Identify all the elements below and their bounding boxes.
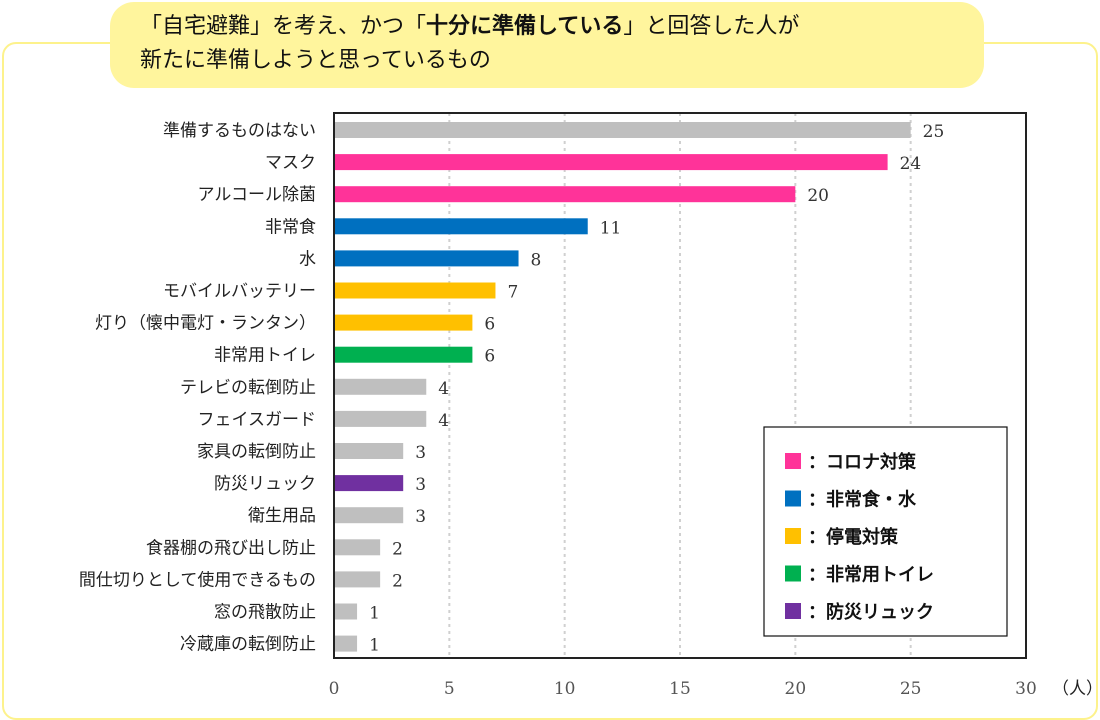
bar: [334, 250, 519, 267]
legend-swatch: [785, 565, 801, 582]
data-label: 8: [531, 250, 542, 270]
category-label: 非常用トイレ: [214, 346, 316, 366]
bar: [334, 571, 381, 588]
data-label: 24: [900, 154, 922, 174]
bar: [334, 539, 381, 556]
bar: [334, 410, 427, 427]
x-tick-label: 5: [444, 679, 455, 699]
category-label: 家具の転倒防止: [197, 442, 316, 462]
data-label: 7: [507, 283, 518, 303]
x-tick-label: 25: [900, 679, 922, 699]
x-tick-label: 30: [1015, 679, 1037, 699]
data-label: 20: [807, 186, 829, 206]
category-label: 冷蔵庫の転倒防止: [180, 635, 316, 655]
category-label: 灯り（懐中電灯・ランタン）: [95, 314, 316, 334]
category-label: マスク: [265, 153, 316, 173]
category-label: アルコール除菌: [198, 185, 317, 205]
title-line1-bold: 十分に準備している: [426, 14, 624, 39]
data-label: 1: [369, 604, 380, 624]
x-unit-label: （人）: [1052, 679, 1100, 699]
category-label: テレビの転倒防止: [180, 378, 316, 398]
x-tick-label: 10: [554, 679, 576, 699]
legend-swatch: [785, 490, 801, 507]
x-tick-label: 15: [669, 679, 691, 699]
category-label: 非常食: [265, 217, 316, 237]
legend-label: ：非常用トイレ: [808, 564, 934, 586]
data-label: 3: [415, 475, 426, 495]
legend-label: ：コロナ対策: [808, 451, 917, 473]
data-label: 3: [415, 443, 426, 463]
category-label: 間仕切りとして使用できるもの: [79, 569, 316, 590]
legend-label: ：非常食・水: [808, 489, 917, 511]
legend-swatch: [785, 453, 801, 469]
category-label: 窓の飛散防止: [214, 603, 316, 623]
title-line1-a: 「自宅避難」を考え、かつ「: [140, 14, 427, 39]
data-label: 4: [438, 379, 449, 399]
bar: [334, 346, 473, 363]
bar: [334, 475, 404, 492]
bar: [334, 443, 404, 459]
bar: [334, 507, 404, 524]
category-label: 準備するものはない: [163, 121, 316, 141]
title-line2: 新たに準備しようと思っているもの: [140, 48, 491, 73]
legend-swatch: [785, 603, 801, 619]
x-tick-label: 20: [785, 679, 807, 699]
data-label: 1: [369, 636, 380, 656]
bar: [334, 314, 473, 331]
bar: [334, 218, 588, 235]
title-line1-b: 」と回答した人が: [623, 14, 800, 39]
data-label: 2: [392, 539, 403, 559]
category-label: 衛生用品: [248, 506, 316, 526]
category-label: モバイルバッテリー: [163, 282, 316, 302]
bar: [334, 186, 796, 203]
data-label: 6: [484, 315, 495, 335]
legend-label: ：停電対策: [808, 526, 899, 548]
data-label: 2: [392, 571, 403, 591]
bar: [334, 635, 358, 652]
data-label: 11: [600, 218, 622, 238]
category-label: フェイスガード: [198, 410, 317, 430]
x-tick-label: 0: [329, 679, 340, 699]
legend-swatch: [785, 528, 801, 544]
data-label: 25: [923, 122, 945, 142]
data-label: 6: [484, 347, 495, 367]
category-label: 食器棚の飛び出し防止: [146, 538, 316, 558]
bar: [334, 122, 911, 138]
category-label: 防災リュック: [214, 474, 316, 494]
bar: [334, 603, 358, 620]
category-label: 水: [299, 249, 316, 269]
legend-box: [763, 426, 1008, 637]
data-label: 4: [438, 411, 449, 431]
bar: [334, 282, 496, 299]
chart-title: 「自宅避難」を考え、かつ「十分に準備している」と回答した人が 新たに準備しようと…: [110, 2, 984, 88]
legend-label: ：防災リュック: [808, 601, 934, 623]
bar: [334, 378, 427, 395]
data-label: 3: [415, 507, 426, 527]
bar: [334, 154, 888, 171]
plot-border: [333, 112, 1027, 659]
